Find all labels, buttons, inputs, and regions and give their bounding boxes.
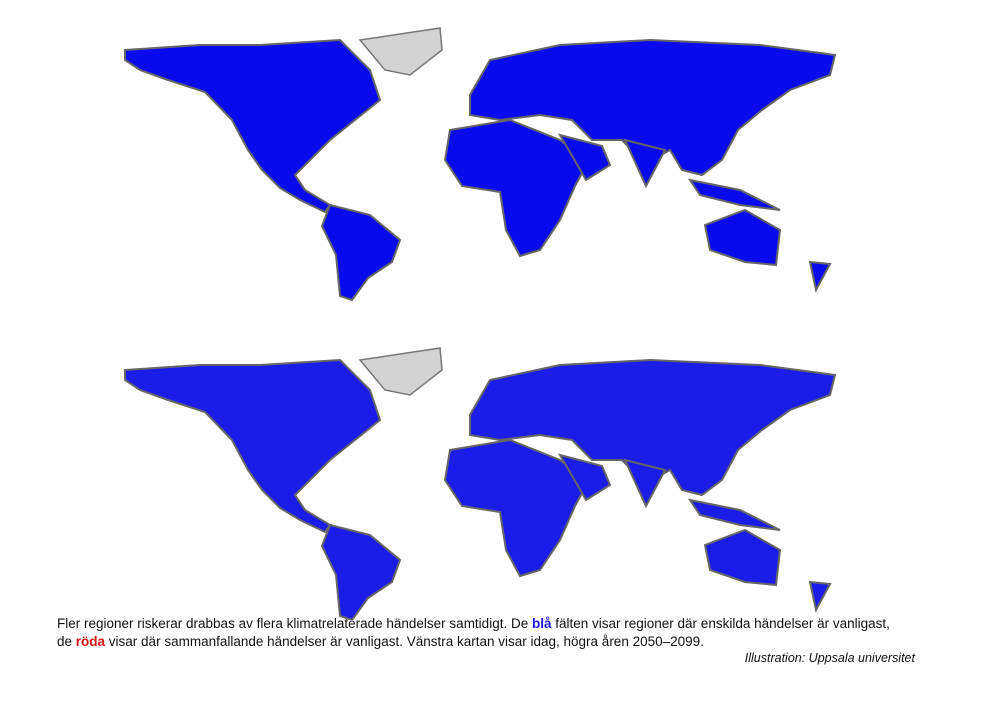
caption-text: de (57, 634, 76, 649)
caption-line: Fler regioner riskerar drabbas av flera … (57, 616, 890, 631)
credit: Illustration: Uppsala universitet (744, 651, 915, 665)
caption-text: visar där sammanfallande händelser är va… (105, 634, 704, 649)
map-future (124, 347, 836, 620)
caption-highlight: röda (75, 634, 106, 649)
caption-text: fälten visar regioner där enskilda hände… (551, 616, 890, 631)
maps (124, 27, 836, 620)
caption-line: de röda visar där sammanfallande händels… (57, 634, 704, 649)
caption-text: Fler regioner riskerar drabbas av flera … (57, 616, 532, 631)
caption-highlight: blå (531, 616, 552, 631)
map-today (124, 27, 836, 301)
